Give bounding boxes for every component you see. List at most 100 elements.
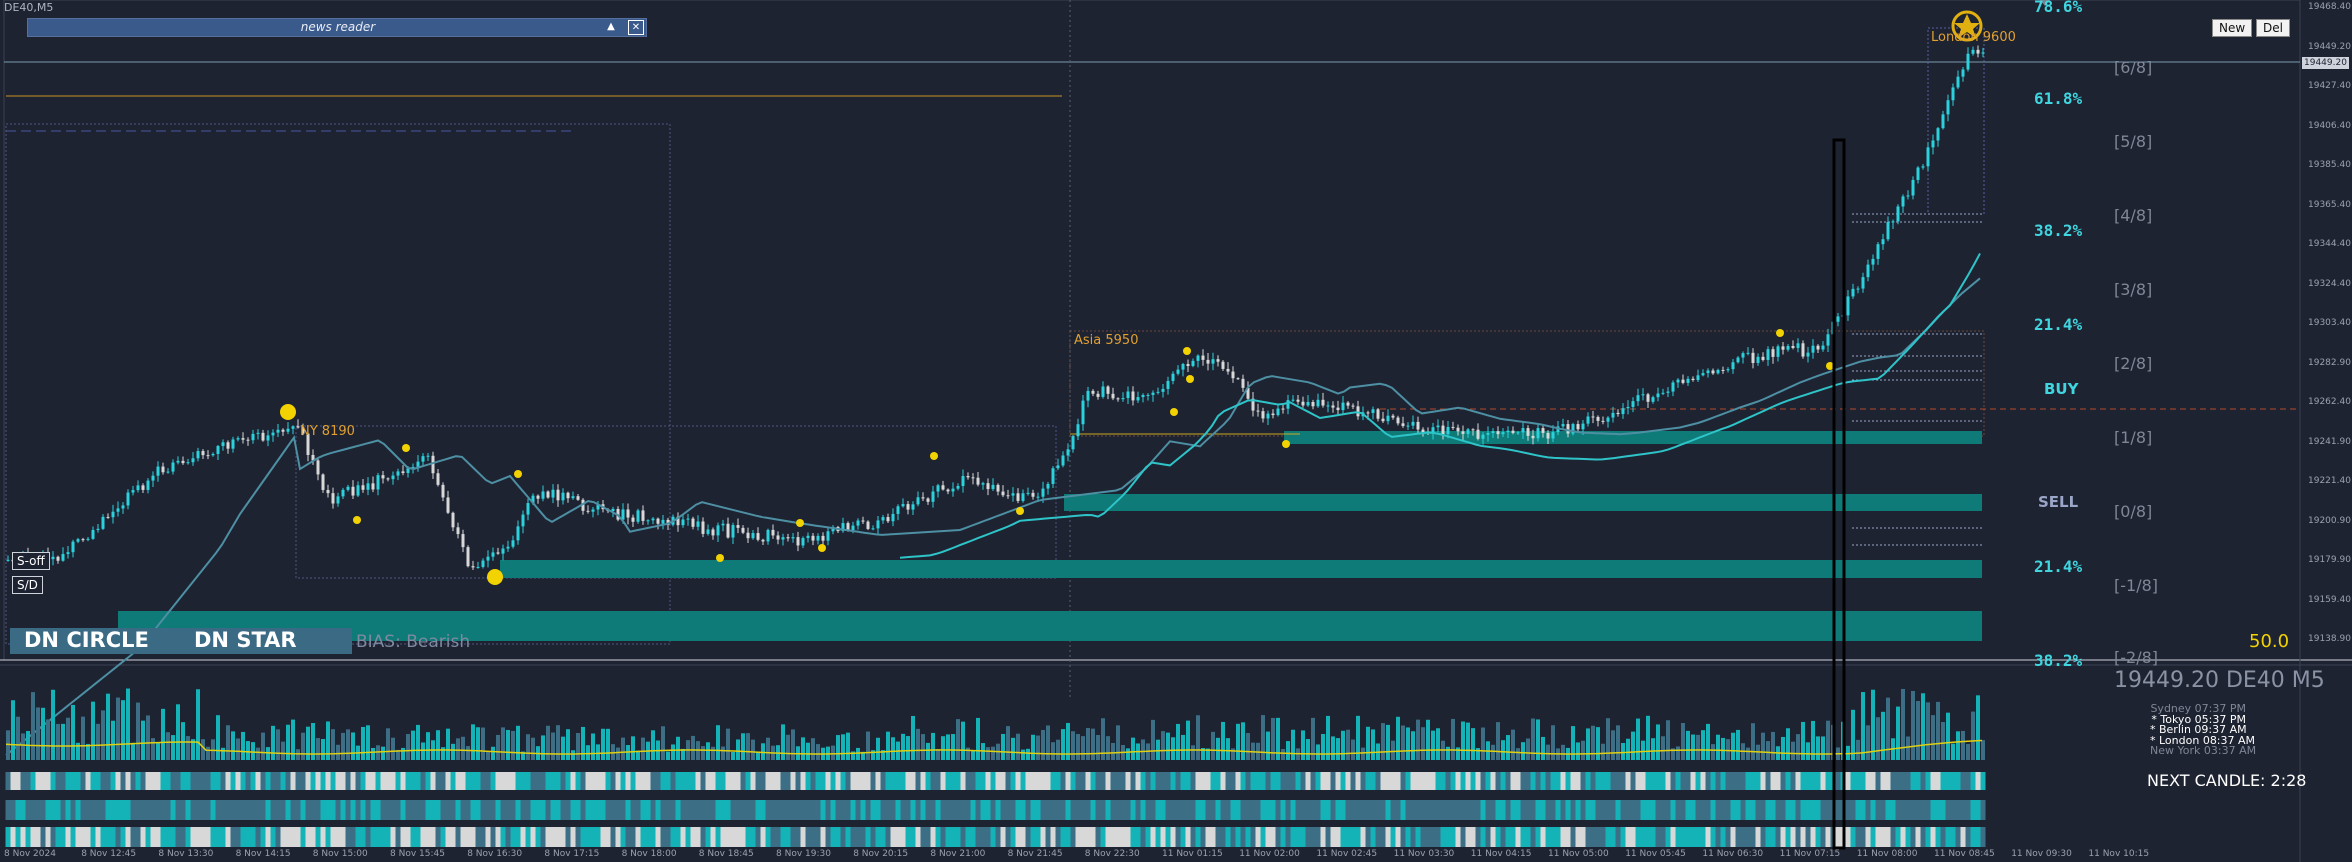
time-tick: 11 Nov 05:45 xyxy=(1625,849,1686,859)
time-tick: 11 Nov 09:30 xyxy=(2011,849,2072,859)
price-tick: 19468.40 xyxy=(2308,2,2351,12)
price-tick: 19385.40 xyxy=(2308,160,2351,170)
session-clock: New York 03:37 AM xyxy=(2150,744,2257,757)
time-tick: 11 Nov 07:15 xyxy=(1779,849,1841,859)
fib-level: 78.6% xyxy=(2034,0,2083,16)
time-tick: 8 Nov 22:30 xyxy=(1084,849,1140,859)
time-tick: 11 Nov 04:15 xyxy=(1470,849,1532,859)
murrey-level: [-2/8] xyxy=(2114,648,2159,667)
demand-zone xyxy=(1064,494,1982,511)
buy-label: BUY xyxy=(2044,380,2079,398)
price-tick: 19159.40 xyxy=(2308,594,2351,605)
london-annotation: London 9600 xyxy=(1931,30,2016,45)
time-tick: 8 Nov 21:45 xyxy=(1007,849,1063,859)
time-tick: 11 Nov 01:15 xyxy=(1162,849,1223,859)
fib-level: 38.2% xyxy=(2034,221,2083,240)
session-clock: * Tokyo 05:37 PM xyxy=(2151,712,2246,726)
swing-markers xyxy=(280,329,1834,585)
murrey-level: [3/8] xyxy=(2114,280,2153,299)
s-d-button[interactable]: S/D xyxy=(12,576,43,594)
session-clock: * London 08:37 AM xyxy=(2150,733,2256,747)
time-tick: 11 Nov 02:45 xyxy=(1316,849,1378,859)
time-tick: 8 Nov 17:15 xyxy=(544,849,600,859)
price-tick: 19324.40 xyxy=(2308,278,2351,289)
price-tick: 19303.40 xyxy=(2308,318,2351,328)
dn-panel xyxy=(10,628,352,654)
murrey-level: [0/8] xyxy=(2114,502,2153,521)
time-tick: 11 Nov 05:00 xyxy=(1548,849,1609,859)
news-reader-label: news reader xyxy=(300,20,376,34)
session-clock: Sydney 07:37 PM xyxy=(2150,702,2246,715)
star-icon xyxy=(1954,14,1980,38)
price-tick: 19344.40 xyxy=(2308,239,2351,249)
time-tick: 8 Nov 14:15 xyxy=(235,849,291,859)
price-tick: 19200.90 xyxy=(2308,515,2351,526)
demand-zone xyxy=(118,611,1982,641)
fib-level: 21.4% xyxy=(2034,557,2083,576)
session-strips xyxy=(5,772,1986,847)
bias-label: BIAS: Bearish xyxy=(356,632,471,652)
murrey-level: [5/8] xyxy=(2114,132,2153,151)
time-tick: 11 Nov 08:45 xyxy=(1934,849,1995,859)
news-reader-bar[interactable]: news reader ▲ ✕ xyxy=(27,18,647,37)
current-price-tag: 19449.20 xyxy=(2302,57,2349,69)
s-off-button[interactable]: S-off xyxy=(12,552,50,570)
price-tick: 19282.90 xyxy=(2308,357,2351,368)
symbol-readout: 19449.20 DE40 M5 xyxy=(2114,668,2325,693)
time-tick: 11 Nov 08:00 xyxy=(1856,849,1918,859)
ny-annotation: NY 8190 xyxy=(300,424,355,439)
price-tick: 19221.40 xyxy=(2308,476,2351,486)
price-tick: 19406.40 xyxy=(2308,120,2351,131)
demand-zone xyxy=(500,560,1982,578)
next-candle-label: NEXT CANDLE: 2:28 xyxy=(2147,771,2307,790)
time-tick: 11 Nov 02:00 xyxy=(1239,849,1300,859)
time-tick: 8 Nov 13:30 xyxy=(158,849,214,859)
dn-circle-label[interactable]: DN CIRCLE xyxy=(24,628,149,652)
window-title: DE40,M5 xyxy=(4,1,54,14)
time-tick: 8 Nov 2024 xyxy=(4,849,56,859)
fib-level: 21.4% xyxy=(2034,315,2083,334)
murrey-level: [6/8] xyxy=(2114,58,2153,77)
volume-histogram xyxy=(6,688,1985,760)
murrey-level: [1/8] xyxy=(2114,428,2153,447)
price-tick: 19365.40 xyxy=(2308,199,2351,210)
moving-average-fast xyxy=(899,253,1981,559)
time-tick: 8 Nov 16:30 xyxy=(467,849,523,859)
asia-annotation: Asia 5950 xyxy=(1074,333,1139,348)
time-tick: 8 Nov 19:30 xyxy=(776,849,831,859)
murrey-level: [4/8] xyxy=(2114,206,2153,225)
star-marker-icon xyxy=(1951,10,1983,42)
collapse-icon[interactable]: ▲ xyxy=(607,21,615,32)
price-tick: 19262.40 xyxy=(2308,397,2351,407)
price-tick: 19138.90 xyxy=(2308,634,2351,644)
time-tick: 8 Nov 18:45 xyxy=(698,849,754,859)
dn-star-label[interactable]: DN STAR xyxy=(194,628,297,652)
time-tick: 8 Nov 21:00 xyxy=(930,849,986,859)
del-button[interactable]: Del xyxy=(2256,19,2290,37)
volume-average xyxy=(5,739,1983,755)
fifty-value: 50.0 xyxy=(2249,631,2290,652)
time-tick: 8 Nov 12:45 xyxy=(81,849,137,859)
close-icon[interactable]: ✕ xyxy=(628,20,644,35)
price-tick: 19179.90 xyxy=(2308,555,2351,565)
new-button[interactable]: New xyxy=(2212,19,2253,37)
selection-rectangle xyxy=(1832,138,1846,850)
price-tick: 19241.90 xyxy=(2308,436,2351,447)
time-tick: 11 Nov 06:30 xyxy=(1702,849,1764,859)
time-tick: 8 Nov 15:00 xyxy=(312,849,368,859)
time-tick: 8 Nov 15:45 xyxy=(390,849,445,859)
murrey-level: [2/8] xyxy=(2114,354,2153,373)
sell-label: SELL xyxy=(2038,493,2079,511)
time-tick: 8 Nov 20:15 xyxy=(853,849,909,859)
price-tick: 19427.40 xyxy=(2308,81,2351,91)
murrey-level: [-1/8] xyxy=(2114,576,2159,595)
time-tick: 8 Nov 18:00 xyxy=(621,849,677,859)
time-tick: 11 Nov 03:30 xyxy=(1393,849,1455,859)
price-tick: 19449.20 xyxy=(2308,41,2351,52)
fib-level: 61.8% xyxy=(2034,89,2083,108)
moving-average-slow xyxy=(5,277,1981,756)
session-clock: * Berlin 09:37 AM xyxy=(2150,723,2247,736)
time-tick: 11 Nov 10:15 xyxy=(2088,849,2150,859)
fib-level: 38.2% xyxy=(2034,651,2083,670)
